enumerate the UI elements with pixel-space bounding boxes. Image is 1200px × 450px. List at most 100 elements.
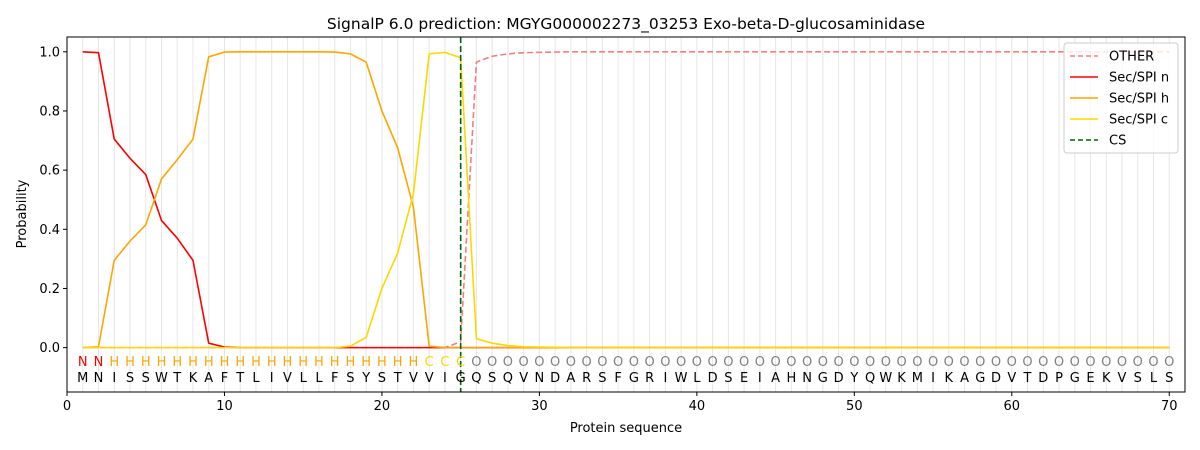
- residue-label: A: [960, 371, 969, 386]
- x-tick-label: 50: [846, 399, 863, 414]
- residue-label: P: [1055, 371, 1063, 386]
- region-label: O: [676, 355, 686, 370]
- residue-label: R: [645, 371, 654, 386]
- region-label: O: [1133, 355, 1143, 370]
- region-label: O: [1101, 355, 1111, 370]
- region-label: O: [597, 355, 607, 370]
- residue-label: W: [675, 371, 688, 386]
- residue-label: W: [879, 371, 892, 386]
- y-axis-ticks: 0.0 0.2 0.4 0.6 0.8 1.0: [39, 45, 67, 356]
- residue-label: I: [663, 371, 667, 386]
- residue-label: S: [378, 371, 386, 386]
- region-label: H: [330, 355, 340, 370]
- region-label: O: [1007, 355, 1017, 370]
- region-label: H: [377, 355, 387, 370]
- region-label: H: [188, 355, 198, 370]
- region-label: H: [220, 355, 230, 370]
- x-tick-label: 40: [689, 399, 706, 414]
- region-label: O: [471, 355, 481, 370]
- residue-label: V: [519, 371, 528, 386]
- residue-label: V: [409, 371, 418, 386]
- residue-label: S: [488, 371, 496, 386]
- residue-label: A: [204, 371, 213, 386]
- legend-label: CS: [1109, 134, 1126, 149]
- y-tick-label: 0.4: [39, 223, 60, 238]
- residue-label: Q: [471, 371, 481, 386]
- region-label: O: [928, 355, 938, 370]
- residue-label: G: [456, 371, 466, 386]
- region-label: O: [1022, 355, 1032, 370]
- x-tick-label: 10: [216, 399, 233, 414]
- residue-label: L: [315, 371, 323, 386]
- y-tick-label: 0.8: [39, 104, 60, 119]
- region-label: O: [1038, 355, 1048, 370]
- region-label: H: [251, 355, 261, 370]
- region-label: O: [645, 355, 655, 370]
- residue-label: V: [283, 371, 292, 386]
- residue-label: H: [786, 371, 796, 386]
- region-label: O: [818, 355, 828, 370]
- region-label: H: [346, 355, 356, 370]
- residue-label: K: [897, 371, 906, 386]
- residue-label: I: [443, 371, 447, 386]
- residue-label: L: [252, 371, 260, 386]
- residue-label: K: [1102, 371, 1111, 386]
- region-label: H: [283, 355, 293, 370]
- sequence-annotation: NMNNHIHSHSHWHTHKHAHFHTHLHIHVHLHLHFHSHYHS…: [77, 355, 1174, 386]
- region-label: O: [944, 355, 954, 370]
- x-axis-label: Protein sequence: [570, 421, 682, 436]
- region-label: O: [629, 355, 639, 370]
- region-label: H: [361, 355, 371, 370]
- plot-frame: [66, 36, 1186, 393]
- region-label: O: [802, 355, 812, 370]
- residue-label: Q: [503, 371, 513, 386]
- region-label: O: [534, 355, 544, 370]
- region-label: O: [833, 355, 843, 370]
- residue-label: I: [270, 371, 274, 386]
- residue-label: F: [331, 371, 338, 386]
- region-label: O: [692, 355, 702, 370]
- residue-label: S: [598, 371, 606, 386]
- region-label: H: [204, 355, 214, 370]
- x-tick-label: 20: [374, 399, 391, 414]
- x-tick-label: 30: [531, 399, 548, 414]
- region-label: O: [707, 355, 717, 370]
- residue-label: Y: [849, 371, 858, 386]
- residue-label: S: [1134, 371, 1142, 386]
- region-label: H: [172, 355, 182, 370]
- region-label: O: [959, 355, 969, 370]
- region-label: H: [314, 355, 324, 370]
- legend-label: OTHER: [1109, 50, 1154, 65]
- residue-label: V: [425, 371, 434, 386]
- legend-label: Sec/SPI h: [1109, 92, 1169, 107]
- region-label: H: [125, 355, 135, 370]
- residue-label: S: [724, 371, 732, 386]
- residue-label: M: [77, 371, 88, 386]
- residue-label: T: [1023, 371, 1032, 386]
- residue-label: T: [393, 371, 402, 386]
- region-label: O: [1054, 355, 1064, 370]
- residue-label: G: [629, 371, 639, 386]
- residue-label: N: [94, 371, 104, 386]
- grid-lines: [82, 37, 1170, 392]
- region-label: H: [141, 355, 151, 370]
- region-label: O: [660, 355, 670, 370]
- region-label: O: [1070, 355, 1080, 370]
- region-label: O: [503, 355, 513, 370]
- region-label: O: [1117, 355, 1127, 370]
- residue-label: A: [566, 371, 575, 386]
- region-label: O: [755, 355, 765, 370]
- region-label: C: [456, 355, 465, 370]
- residue-label: V: [1007, 371, 1016, 386]
- residue-label: A: [771, 371, 780, 386]
- region-label: O: [991, 355, 1001, 370]
- y-tick-label: 0.0: [39, 341, 60, 356]
- residue-label: S: [346, 371, 354, 386]
- residue-label: L: [300, 371, 308, 386]
- region-label: H: [267, 355, 277, 370]
- residue-label: E: [740, 371, 748, 386]
- residue-label: F: [221, 371, 228, 386]
- x-tick-label: 0: [63, 399, 71, 414]
- residue-label: E: [1086, 371, 1094, 386]
- residue-label: S: [142, 371, 150, 386]
